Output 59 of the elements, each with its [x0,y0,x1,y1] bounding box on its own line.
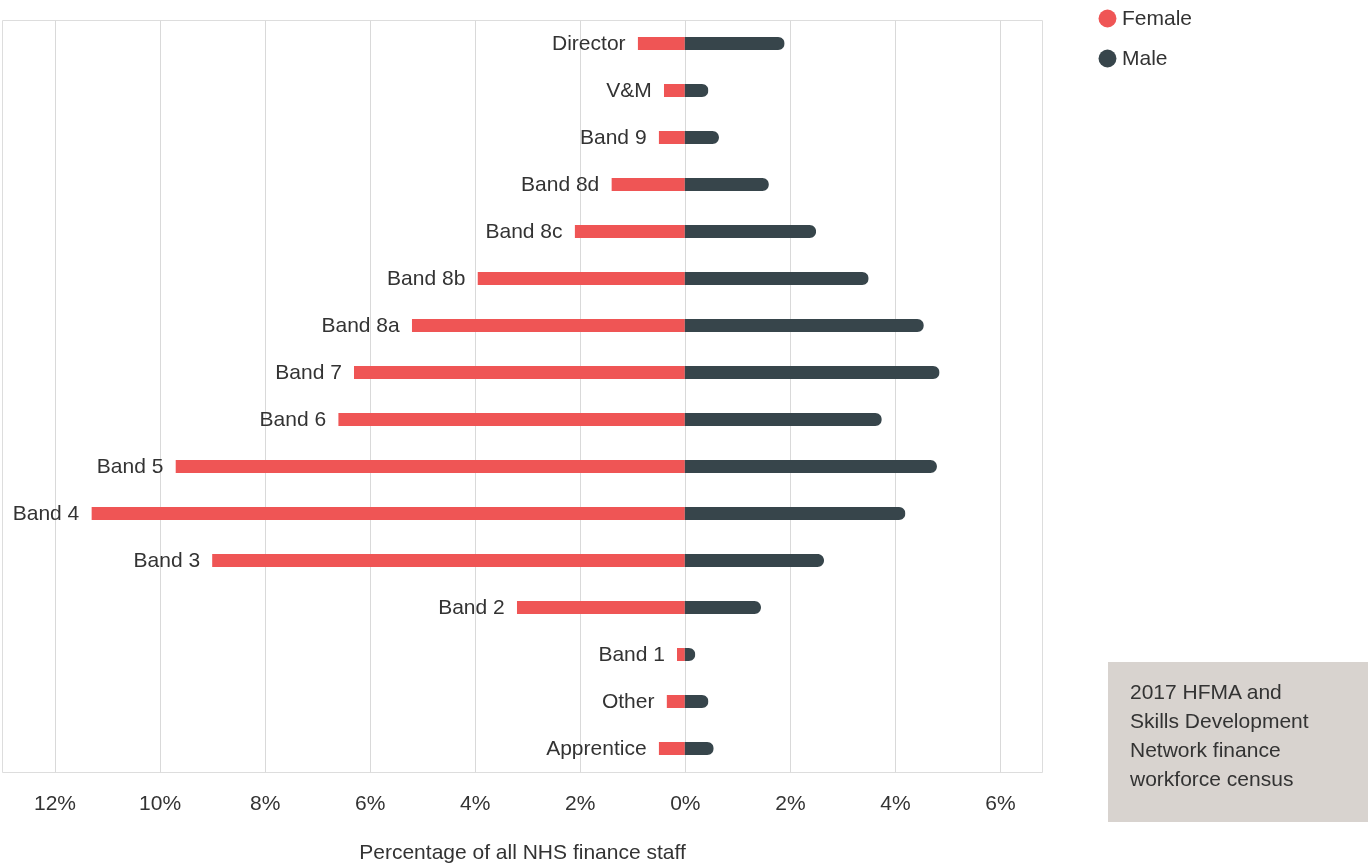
y-tick-label: Other [601,688,655,712]
x-tick-label: 4% [880,790,911,814]
y-tick-label: Band 6 [259,406,327,430]
bar [676,648,685,661]
bar [684,460,937,473]
y-tick-label: Band 8d [521,171,600,195]
x-tick-label: 6% [985,790,1016,814]
y-tick-label: Director [552,30,626,54]
x-axis-title: Percentage of all NHS finance staff [359,839,686,863]
x-tick-label: 6% [355,790,386,814]
bar [516,601,685,614]
bar [477,272,685,285]
x-tick-label: 10% [139,790,182,814]
y-tick-label: Band 3 [133,547,201,571]
bar [684,319,924,332]
y-tick-label: Band 8a [321,312,401,336]
x-tick-label: 8% [249,790,281,814]
bar [658,742,685,755]
text: 2017 HFMA and Skills Development Network finance workforce census [1129,680,1309,790]
legend-label: Male [1122,45,1168,69]
bar [684,272,869,285]
x-tick-label: 0% [670,790,701,814]
bar [175,460,685,473]
bar [611,178,685,191]
bar [684,131,719,144]
bar [684,742,714,755]
y-tick-label: Band 4 [12,500,80,524]
bar [411,319,685,332]
bar [684,413,882,426]
bar [658,131,685,144]
y-tick-label: Band 5 [96,453,164,477]
bar [353,366,685,379]
bar [663,84,685,97]
y-tick-label: Apprentice [546,735,647,759]
y-tick-label: Band 8b [387,265,466,289]
bar [684,507,906,520]
x-tick-label: 2% [775,790,806,814]
bar [637,37,685,50]
y-tick-label: Band 7 [275,359,342,383]
x-tick-label: 4% [460,790,491,814]
y-tick-label: Band 8c [485,218,563,242]
bar [91,507,685,520]
x-tick-label: 12% [34,790,77,814]
bar [684,178,769,191]
y-tick-label: Band 9 [580,124,647,148]
bar [684,225,817,238]
legend-label: Female [1122,5,1193,29]
bar [684,366,940,379]
bar [666,695,685,708]
bar [574,225,685,238]
bar [684,37,785,50]
y-tick-label: Band 1 [598,641,665,665]
y-tick-label: V&M [606,77,652,101]
bar [684,601,761,614]
bar [212,554,685,567]
bar [338,413,685,426]
bar [684,554,825,567]
y-tick-label: Band 2 [438,594,505,618]
x-tick-label: 2% [565,790,596,814]
